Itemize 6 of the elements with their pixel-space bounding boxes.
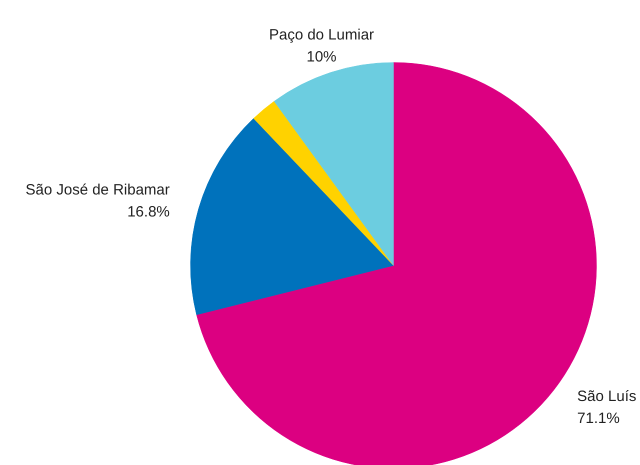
data-label: 71.1% [577, 410, 620, 428]
slice-label: São José de Ribamar [26, 182, 170, 199]
data-label: 10% [306, 48, 337, 66]
slice-label: Paço do Lumiar [268, 26, 374, 44]
data-label: 16.8% [127, 204, 170, 221]
slice-label: São Luís [577, 388, 636, 406]
